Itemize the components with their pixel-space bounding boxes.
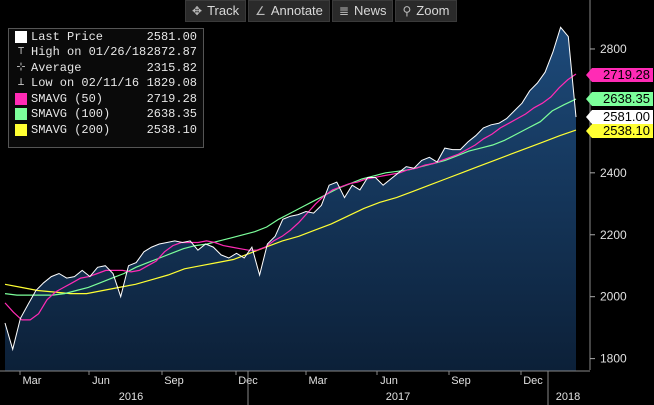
chart-toolbar: ✥ Track ∠ Annotate ≣ News ⚲ Zoom xyxy=(185,0,457,22)
white-square-icon xyxy=(15,30,27,43)
crosshair-icon: ✥ xyxy=(192,4,203,18)
price-tag: 2719.28 xyxy=(586,67,653,82)
annotate-label: Annotate xyxy=(270,3,323,18)
news-icon: ≣ xyxy=(338,4,349,18)
y-tick-label: 2400 xyxy=(600,166,627,180)
legend-value: 2315.82 xyxy=(146,60,197,75)
y-axis: 1800 2000 2200 2400 2800 xyxy=(590,42,627,366)
x-month-label: Dec xyxy=(523,375,543,387)
legend-row-high[interactable]: ⊤ High on 01/26/18 2872.87 xyxy=(9,45,203,61)
legend-value: 2538.10 xyxy=(146,122,197,137)
x-year-label: 2017 xyxy=(386,391,410,403)
price-tag: 2538.10 xyxy=(586,123,653,138)
x-month-label: Mar xyxy=(23,375,42,387)
legend-label: SMAVG (100) xyxy=(31,107,111,122)
price-tag-value: 2638.35 xyxy=(603,91,650,106)
magenta-square-icon xyxy=(15,92,27,105)
legend-value: 2581.00 xyxy=(146,29,197,44)
legend-label: Last Price xyxy=(31,29,104,44)
legend-label: SMAVG (200) xyxy=(31,122,111,137)
legend-label: High on 01/26/18 xyxy=(31,45,147,60)
magnifier-icon: ⚲ xyxy=(402,4,412,18)
legend-row-sma100[interactable]: SMAVG (100) 2638.35 xyxy=(9,107,203,123)
y-tick-label: 2000 xyxy=(600,290,627,304)
price-tag-value: 2538.10 xyxy=(603,123,650,138)
zoom-label: Zoom xyxy=(416,3,450,18)
sma50-line xyxy=(4,73,577,321)
pencil-icon: ∠ xyxy=(255,4,266,18)
legend-value: 1829.08 xyxy=(146,76,197,91)
last-price-line xyxy=(4,26,577,352)
price-tag: 2638.35 xyxy=(586,91,653,106)
legend-value: 2719.28 xyxy=(146,91,197,106)
chart-legend[interactable]: Last Price 2581.00 ⊤ High on 01/26/18 28… xyxy=(8,28,204,148)
green-square-icon xyxy=(15,108,27,121)
legend-value: 2638.35 xyxy=(146,107,197,122)
x-year-label: 2018 xyxy=(556,391,580,403)
legend-row-sma200[interactable]: SMAVG (200) 2538.10 xyxy=(9,122,203,138)
x-month-label: Sep xyxy=(164,375,184,387)
legend-row-sma50[interactable]: SMAVG (50) 2719.28 xyxy=(9,91,203,107)
x-month-label: Mar xyxy=(309,375,328,387)
zoom-button[interactable]: ⚲ Zoom xyxy=(395,0,457,22)
news-label: News xyxy=(353,3,387,18)
price-tag-value: 2719.28 xyxy=(603,67,650,82)
annotate-button[interactable]: ∠ Annotate xyxy=(248,0,330,22)
legend-label: Average xyxy=(31,60,82,75)
sma100-line xyxy=(4,98,577,296)
legend-row-average[interactable]: ⊹ Average 2315.82 xyxy=(9,60,203,76)
legend-label: SMAVG (50) xyxy=(31,91,104,106)
price-tag-value: 2581.00 xyxy=(603,109,650,124)
legend-row-low[interactable]: ⊥ Low on 02/11/16 1829.08 xyxy=(9,76,203,92)
low-marker-icon: ⊥ xyxy=(17,77,25,90)
price-area-fill xyxy=(5,27,576,372)
price-tag: 2581.00 xyxy=(586,109,653,124)
sma200-line xyxy=(4,129,577,295)
y-tick-label: 2200 xyxy=(600,228,627,242)
high-marker-icon: ⊤ xyxy=(17,46,25,59)
track-button[interactable]: ✥ Track xyxy=(185,0,247,22)
y-tick-label: 2800 xyxy=(600,42,627,56)
legend-value: 2872.87 xyxy=(146,45,197,60)
x-month-label: Jun xyxy=(92,375,110,387)
x-year-label: 2016 xyxy=(119,391,143,403)
average-marker-icon: ⊹ xyxy=(16,61,26,74)
x-month-label: Sep xyxy=(451,375,471,387)
news-button[interactable]: ≣ News xyxy=(331,0,394,22)
yellow-square-icon xyxy=(15,123,27,136)
legend-label: Low on 02/11/16 xyxy=(31,76,140,91)
legend-row-last-price[interactable]: Last Price 2581.00 xyxy=(9,29,203,45)
track-label: Track xyxy=(207,3,240,18)
y-tick-label: 1800 xyxy=(600,352,627,366)
x-month-label: Jun xyxy=(380,375,398,387)
